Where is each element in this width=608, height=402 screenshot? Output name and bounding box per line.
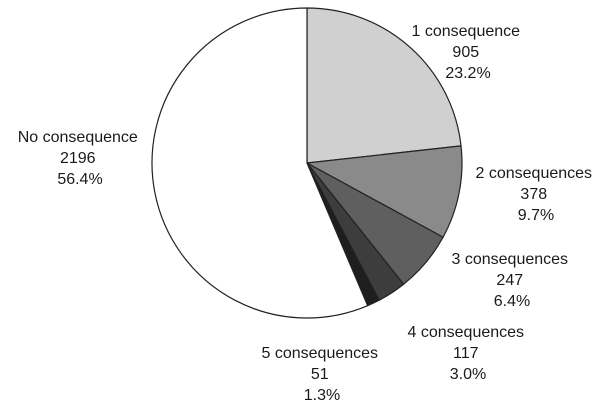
slice-2-count: 378 bbox=[520, 186, 547, 203]
slice-1-count: 905 bbox=[452, 44, 479, 61]
slice-label-2-consequences: 2 consequences 378 9.7% bbox=[476, 165, 597, 224]
pie-slices bbox=[151, 7, 463, 319]
pie-slice-2-consequences bbox=[306, 145, 463, 238]
slice-label-4-consequences: 4 consequences 117 3.0% bbox=[408, 324, 529, 383]
slice-4-percent: 3.0% bbox=[450, 366, 486, 383]
slice-5-name: 5 consequences bbox=[262, 345, 379, 362]
slice-label-no-consequence: No consequence 2196 56.4% bbox=[18, 129, 143, 188]
slice-0-percent: 56.4% bbox=[57, 171, 102, 188]
slice-0-name: No consequence bbox=[18, 129, 138, 146]
slice-4-count: 117 bbox=[453, 345, 479, 362]
slice-5-percent: 1.3% bbox=[304, 387, 340, 402]
slice-4-name: 4 consequences bbox=[408, 324, 525, 341]
slice-label-5-consequences: 5 consequences 51 1.3% bbox=[262, 345, 383, 402]
pie-slice-no-consequence bbox=[151, 7, 369, 319]
slice-3-percent: 6.4% bbox=[494, 293, 530, 310]
slice-5-count: 51 bbox=[311, 366, 329, 383]
pie-slice-1-consequence bbox=[306, 7, 462, 164]
slice-1-percent: 23.2% bbox=[445, 65, 490, 82]
slice-1-name: 1 consequence bbox=[412, 23, 521, 40]
slice-3-name: 3 consequences bbox=[452, 251, 569, 268]
slice-2-percent: 9.7% bbox=[518, 207, 554, 224]
slice-2-name: 2 consequences bbox=[476, 165, 593, 182]
slice-label-3-consequences: 3 consequences 247 6.4% bbox=[452, 251, 573, 310]
slice-3-count: 247 bbox=[496, 272, 523, 289]
slice-0-count: 2196 bbox=[60, 150, 96, 167]
slice-label-1-consequence: 1 consequence 905 23.2% bbox=[412, 23, 525, 82]
